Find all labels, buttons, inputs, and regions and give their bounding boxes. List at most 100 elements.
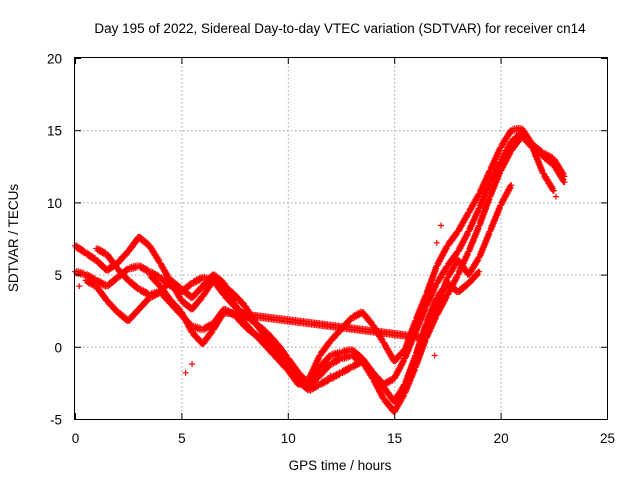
y-tick-label: 15 [47, 124, 62, 139]
interpolated-markers [413, 303, 429, 336]
interpolated-markers [147, 271, 162, 290]
interpolated-markers [158, 283, 173, 304]
x-tick-label: 10 [281, 431, 296, 446]
x-tick-label: 5 [178, 431, 186, 446]
data-point [182, 369, 189, 376]
interpolated-markers [445, 257, 461, 281]
interpolated-markers [392, 390, 408, 415]
y-tick-label: 5 [54, 268, 62, 283]
interpolated-markers [73, 267, 87, 279]
interpolated-markers [105, 297, 120, 316]
interpolated-markers [243, 320, 258, 339]
data-point [552, 193, 559, 200]
interpolated-markers [487, 202, 503, 234]
plot-frame [74, 57, 608, 420]
interpolated-markers [306, 352, 323, 382]
interpolated-markers [476, 228, 493, 260]
x-tick-label: 0 [72, 431, 80, 446]
interpolated-markers [445, 228, 461, 249]
interpolated-markers [137, 233, 152, 249]
x-axis-label: GPS time / hours [289, 458, 392, 473]
interpolated-markers [466, 254, 482, 278]
interpolated-markers [275, 355, 290, 373]
interpolated-markers [190, 322, 204, 334]
interpolated-markers [232, 291, 248, 310]
interpolated-markers [434, 242, 450, 269]
interpolated-markers [381, 384, 397, 405]
interpolated-markers [168, 297, 184, 316]
series-scatter-isolated [76, 138, 559, 379]
y-axis-label: SDTVAR / TECUs [6, 184, 21, 293]
interpolated-markers [83, 249, 98, 264]
data-series [72, 124, 568, 415]
interpolated-markers [254, 320, 269, 336]
interpolated-markers [211, 271, 226, 287]
interpolated-markers [551, 156, 567, 180]
x-tick-label: 20 [494, 431, 509, 446]
interpolated-markers [413, 292, 429, 324]
data-point [189, 361, 196, 368]
interpolated-markers [498, 147, 514, 174]
interpolated-markers [530, 144, 546, 177]
interpolated-markers [126, 234, 141, 255]
interpolated-markers [466, 205, 482, 234]
interpolated-markers [94, 283, 109, 304]
interpolated-markers [339, 351, 353, 363]
interpolated-markers [434, 274, 450, 312]
interpolated-markers [381, 339, 397, 364]
interpolated-markers [498, 138, 514, 165]
interpolated-markers [456, 257, 471, 278]
interpolated-markers [104, 251, 120, 272]
interpolated-markers [423, 263, 440, 298]
interpolated-markers [200, 326, 216, 347]
data-point [508, 182, 515, 189]
series-arc-e [146, 182, 515, 347]
interpolated-markers [455, 228, 471, 255]
interpolated-markers [510, 124, 524, 135]
interpolated-markers [285, 366, 301, 385]
interpolated-markers [498, 127, 514, 151]
interpolated-markers [360, 309, 375, 329]
interpolated-markers [275, 349, 290, 368]
data-point [523, 138, 530, 145]
interpolated-markers [370, 369, 386, 391]
data-point [327, 372, 334, 379]
interpolated-markers [254, 331, 268, 345]
interpolated-markers [317, 338, 333, 359]
interpolated-markers [264, 343, 279, 362]
y-tick-label: 10 [47, 196, 62, 211]
interpolated-markers [476, 193, 493, 229]
interpolated-markers [498, 182, 514, 209]
x-tick-label: 15 [387, 431, 402, 446]
grid [75, 58, 607, 419]
y-tick-label: 20 [47, 52, 62, 67]
interpolated-markers [423, 295, 440, 327]
interpolated-markers [126, 262, 141, 273]
interpolated-markers [487, 159, 503, 185]
interpolated-markers [211, 277, 226, 298]
interpolated-markers [147, 242, 163, 266]
interpolated-markers [339, 345, 353, 357]
interpolated-markers [73, 242, 88, 257]
data-point [550, 187, 557, 194]
data-point [561, 173, 568, 180]
interpolated-markers [402, 352, 418, 388]
interpolated-markers [476, 179, 493, 211]
interpolated-markers [423, 280, 440, 310]
data-point [476, 268, 483, 275]
interpolated-markers [115, 265, 131, 284]
interpolated-markers [360, 358, 375, 376]
interpolated-markers [445, 248, 461, 269]
interpolated-markers [264, 338, 279, 356]
interpolated-markers [466, 222, 482, 255]
interpolated-markers [370, 375, 386, 402]
interpolated-markers [275, 341, 290, 362]
interpolated-markers [434, 263, 450, 287]
interpolated-markers [285, 361, 301, 379]
interpolated-markers [264, 329, 279, 347]
interpolated-markers [169, 277, 184, 293]
chart-title: Day 195 of 2022, Sidereal Day-to-day VTE… [94, 21, 586, 36]
data-point [433, 239, 440, 246]
interpolated-markers [487, 144, 503, 174]
